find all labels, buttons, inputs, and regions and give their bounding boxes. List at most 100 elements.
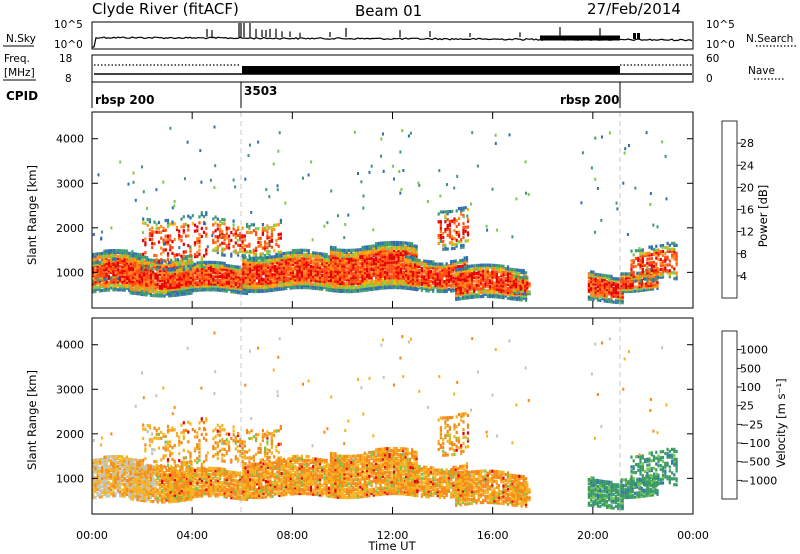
power-cell <box>366 263 369 267</box>
power-cell <box>381 272 384 276</box>
power-cell <box>267 255 270 260</box>
power-cell <box>457 270 460 274</box>
power-cell <box>632 261 635 265</box>
power-cell <box>261 228 264 232</box>
power-cell <box>393 272 396 276</box>
power-cell <box>420 274 423 279</box>
power-cell <box>639 266 642 270</box>
power-cell <box>438 284 441 288</box>
power-cell <box>341 276 344 280</box>
power-cell <box>497 281 501 285</box>
power-cell <box>169 286 172 290</box>
power-cell <box>248 227 251 231</box>
power-cell <box>144 251 147 255</box>
power-cell <box>429 273 432 278</box>
power-cell <box>161 270 164 275</box>
power-cell <box>414 266 417 270</box>
power-cell <box>408 243 411 248</box>
power-cell <box>232 290 235 294</box>
power-cell <box>260 264 263 268</box>
power-cell <box>138 272 141 276</box>
power-cell <box>103 286 106 290</box>
power-cell <box>393 260 396 264</box>
power-cell <box>459 281 462 285</box>
power-cell <box>381 251 384 255</box>
power-cell <box>409 255 412 259</box>
power-cell <box>280 277 283 281</box>
power-cell <box>170 258 173 262</box>
power-cell <box>180 280 183 285</box>
power-cell <box>205 213 208 217</box>
power-cell <box>617 298 620 303</box>
power-cell <box>205 288 208 292</box>
power-cell <box>605 299 609 303</box>
power-cell <box>264 289 267 293</box>
power-cell <box>232 288 235 292</box>
power-cell <box>414 262 417 266</box>
power-cell <box>180 284 183 288</box>
power-cell <box>198 261 201 265</box>
power-cell <box>278 266 281 270</box>
power-cell <box>143 281 146 285</box>
power-cell <box>356 264 360 268</box>
power-cell <box>252 250 255 254</box>
power-cell <box>138 268 141 273</box>
power-cell <box>202 230 206 234</box>
power-cell <box>336 273 339 277</box>
power-cell <box>511 297 514 301</box>
power-cell <box>343 286 346 290</box>
power-cell <box>258 282 261 286</box>
power-cell <box>114 252 117 257</box>
power-cell <box>470 286 474 290</box>
power-cell <box>171 222 174 226</box>
power-cell <box>216 288 219 292</box>
power-cell <box>361 275 364 279</box>
power-cell <box>181 265 184 269</box>
power-cell <box>359 281 362 285</box>
power-cell <box>194 269 197 273</box>
power-cell <box>237 291 240 295</box>
power-cell <box>278 285 281 289</box>
power-cell <box>479 273 483 277</box>
power-cell <box>171 240 174 244</box>
power-cell <box>141 257 144 261</box>
power-cell <box>152 290 155 294</box>
power-cell <box>455 290 458 294</box>
power-cell <box>372 273 375 277</box>
power-cell <box>470 291 474 295</box>
power-cell <box>119 280 122 284</box>
power-cell <box>129 291 132 295</box>
power-cell <box>493 293 496 297</box>
power-cell <box>246 244 249 248</box>
power-cell <box>411 256 414 260</box>
power-cell <box>155 222 158 226</box>
power-cell <box>237 283 240 287</box>
power-cell <box>243 238 246 242</box>
power-cell <box>463 258 466 262</box>
power-cell <box>182 284 186 288</box>
nsky-spike <box>633 33 636 39</box>
power-cell <box>407 259 410 263</box>
power-cell <box>592 272 595 276</box>
power-cell <box>167 276 170 280</box>
power-cell <box>178 283 181 287</box>
power-cell <box>153 230 156 234</box>
power-cell <box>497 266 501 270</box>
power-cell <box>279 252 282 256</box>
power-cell <box>516 270 519 274</box>
power-cell <box>200 286 204 290</box>
power-cell <box>285 275 288 279</box>
power-cell <box>399 274 402 278</box>
power-cell <box>325 274 328 278</box>
power-cell <box>526 290 529 294</box>
power-cell <box>316 255 319 259</box>
power-cell <box>130 269 133 273</box>
power-cell <box>512 290 515 294</box>
power-cell <box>448 223 451 227</box>
power-cell <box>388 252 391 256</box>
power-cell <box>98 263 101 267</box>
power-cell <box>359 267 362 271</box>
power-cell <box>375 252 378 256</box>
power-cell <box>271 259 274 263</box>
power-cell <box>379 259 382 263</box>
